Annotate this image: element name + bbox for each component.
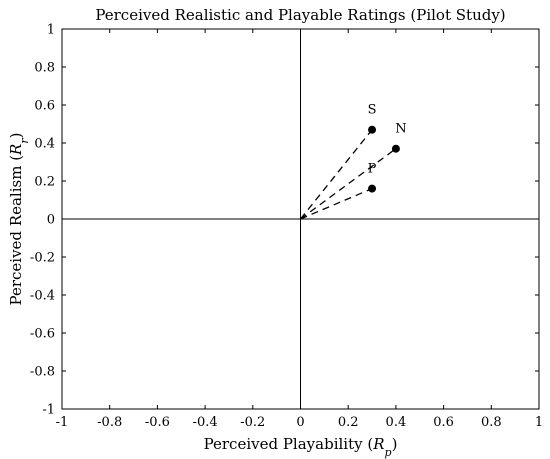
y-tick-label: 0.6 [34,99,55,114]
y-tick-label: -0.2 [30,251,55,266]
y-tick-label: 0.4 [34,137,55,152]
x-axis-title-close: ) [392,435,398,453]
x-tick-label: 0.6 [433,415,454,430]
x-axis-title: Perceived Playability (Rp) [204,435,398,459]
y-axis-title: Perceived Realism (Rr) [7,133,31,306]
x-tick-label: 1 [535,415,543,430]
x-tick-label: -0.4 [193,415,218,430]
point-label-s: S [368,103,377,118]
x-tick-label: 0.2 [338,415,359,430]
y-axis-title-sym: R [7,144,25,156]
y-tick-label: -0.6 [30,327,55,342]
point-label-n: N [395,122,406,137]
point-label-p: P [368,162,377,177]
x-tick-label: -0.6 [145,415,170,430]
point-s [368,125,377,134]
x-tick-label: 0.4 [386,415,407,430]
y-tick-label: 1 [47,23,55,38]
x-tick-label: -0.2 [240,415,265,430]
y-tick-label: -0.8 [30,365,55,380]
dashed-line-p [300,188,373,220]
y-axis-title-close: ) [7,133,25,139]
y-tick-label: -1 [42,403,55,418]
point-p [368,184,377,193]
x-axis-title-sym: R [372,435,384,453]
y-axis-title-sub: r [18,138,31,144]
x-tick-label: 0 [296,415,304,430]
y-tick-label: -0.4 [30,289,55,304]
y-tick-label: 0.8 [34,61,55,76]
y-tick-label: 0.2 [34,175,55,190]
y-axis-title-main: Perceived Realism ( [7,155,25,306]
x-axis-title-main: Perceived Playability ( [204,435,374,453]
point-n [391,144,400,153]
x-tick-label: 0.8 [481,415,502,430]
chart-title: Perceived Realistic and Playable Ratings… [95,6,505,24]
x-tick-label: -1 [56,415,69,430]
x-tick-label: -0.8 [97,415,122,430]
x-axis-title-sub: p [385,446,392,459]
dashed-line-n [300,148,397,220]
y-tick-label: 0 [47,213,55,228]
